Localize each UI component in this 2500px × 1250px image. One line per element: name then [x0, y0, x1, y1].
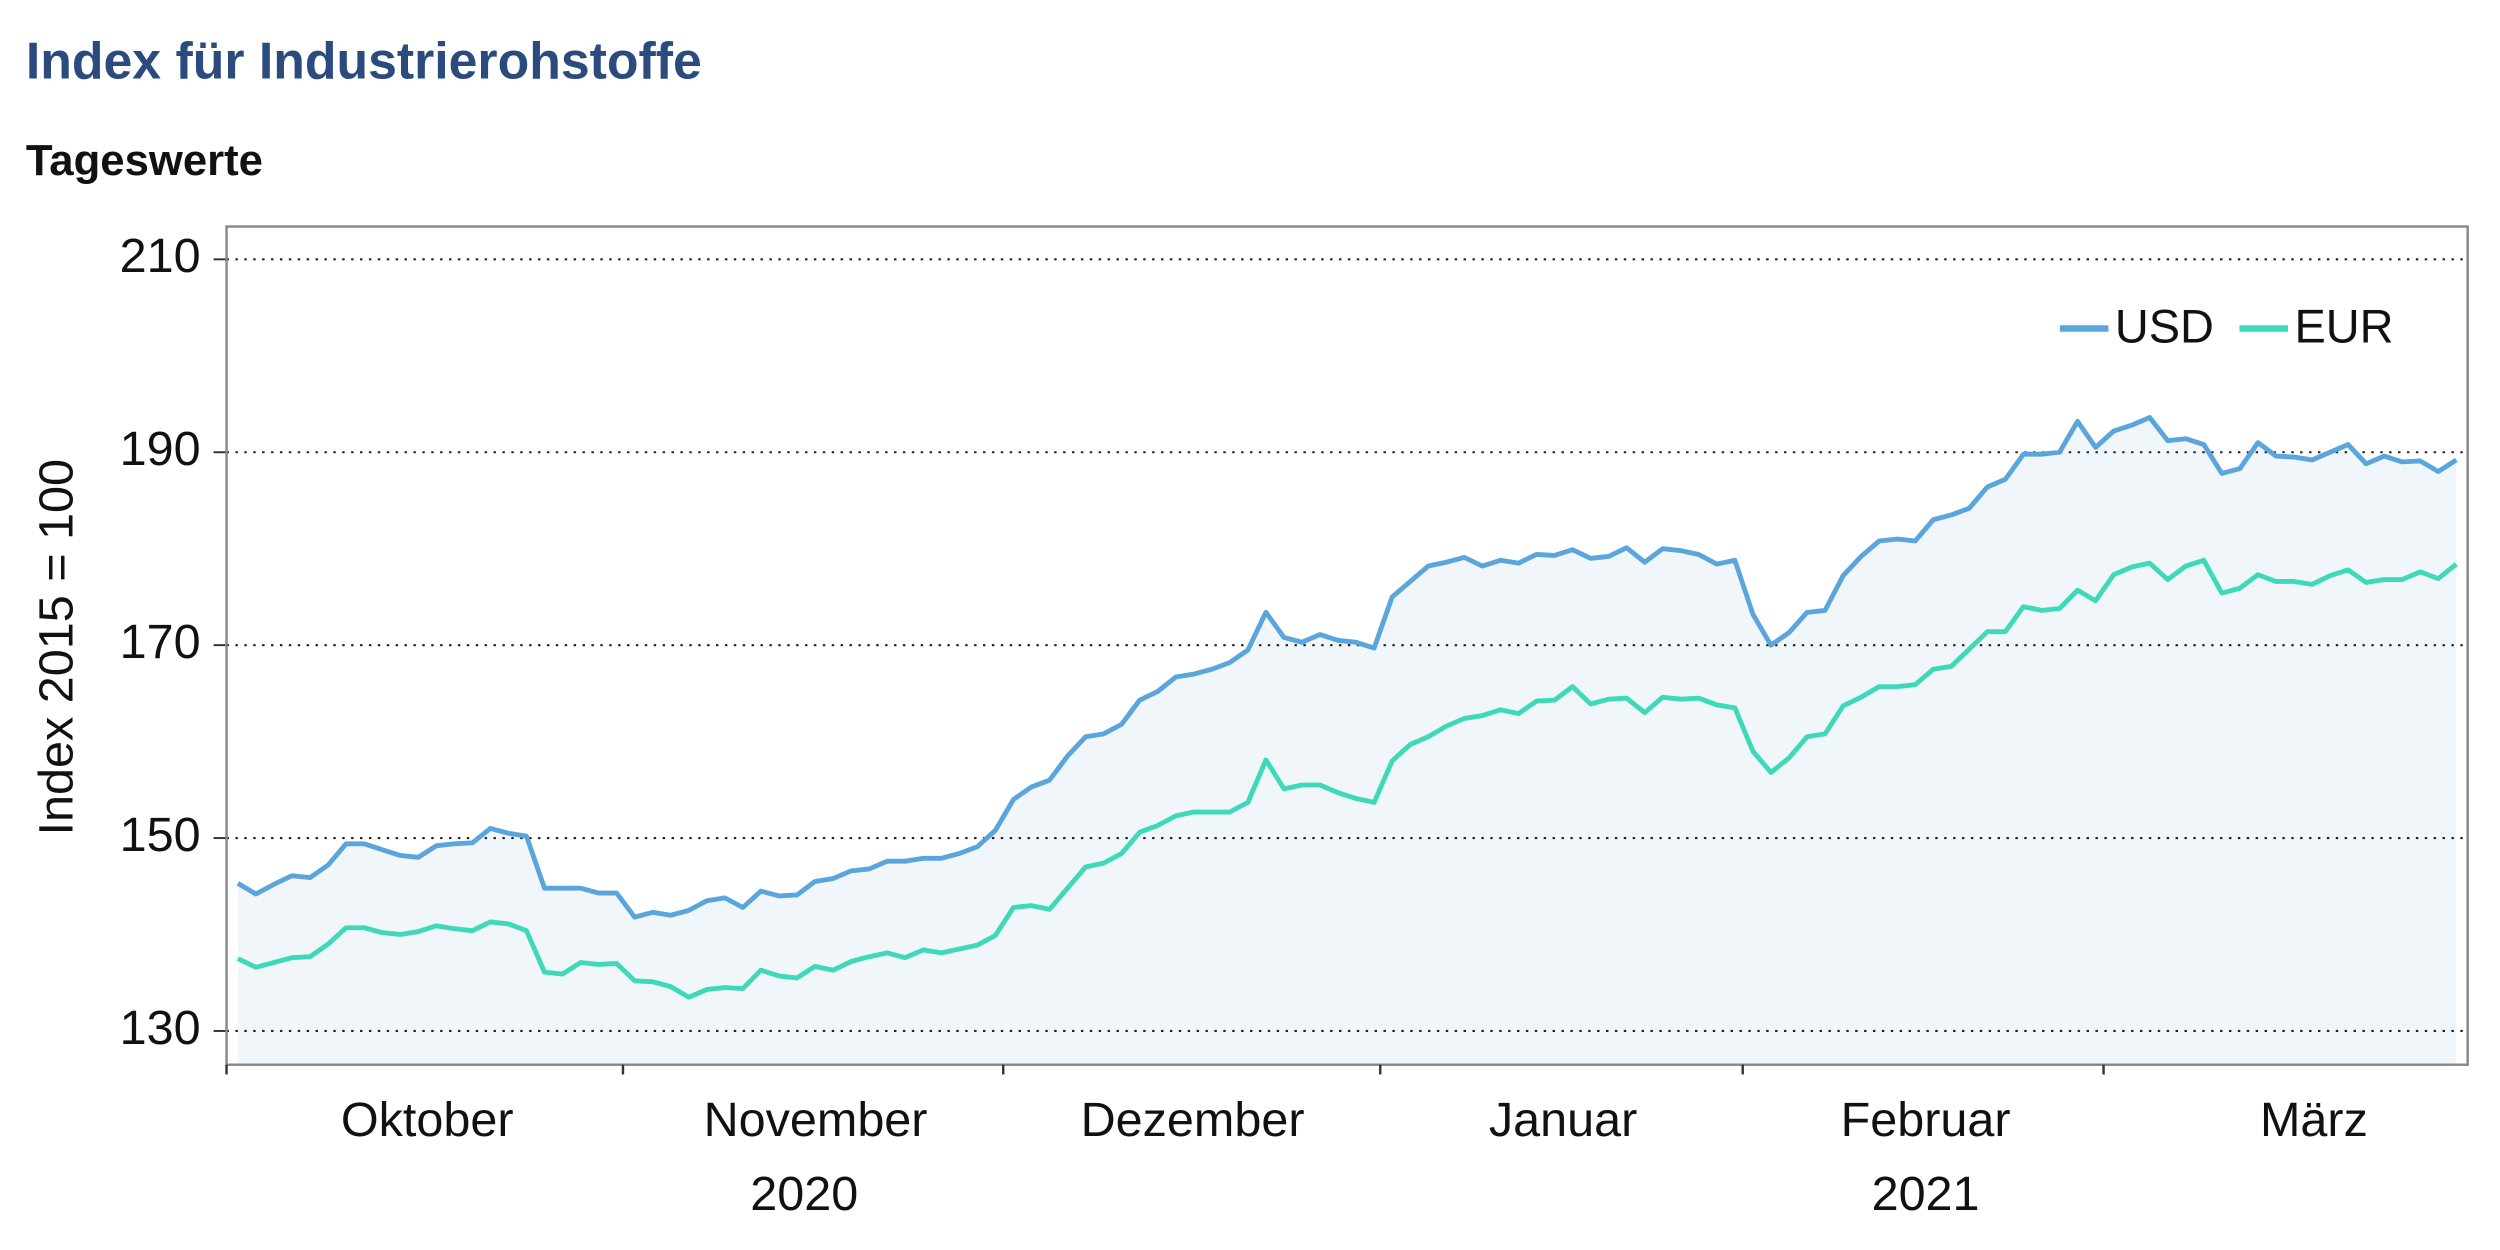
series-line — [236, 557, 2458, 1000]
x-tick-label: November — [704, 1093, 928, 1147]
y-axis-label: Index 2015 = 100 — [30, 459, 84, 835]
legend-label: USD — [2115, 300, 2214, 352]
series-line — [236, 415, 2458, 920]
plot-frame — [225, 225, 2469, 1066]
area-fill — [237, 417, 2457, 1065]
x-tick-label: Dezember — [1081, 1093, 1305, 1147]
x-tick-label: Februar — [1841, 1093, 2011, 1147]
chart-subtitle: Tageswerte — [26, 136, 263, 185]
year-label: 2021 — [1872, 1167, 1980, 1221]
x-tick-label: März — [2260, 1093, 2368, 1147]
chart-title: Index für Industrierohstoffe — [26, 31, 702, 89]
y-tick-label: 170 — [120, 615, 201, 669]
y-tick-label: 150 — [120, 808, 201, 862]
year-label: 2020 — [750, 1167, 858, 1221]
legend-label: EUR — [2294, 300, 2393, 352]
y-tick-label: 190 — [120, 422, 201, 476]
y-tick-label: 210 — [120, 229, 201, 283]
x-tick-label: Januar — [1489, 1093, 1637, 1147]
x-tick-label: Oktober — [341, 1093, 514, 1147]
y-tick-label: 130 — [120, 1001, 201, 1055]
